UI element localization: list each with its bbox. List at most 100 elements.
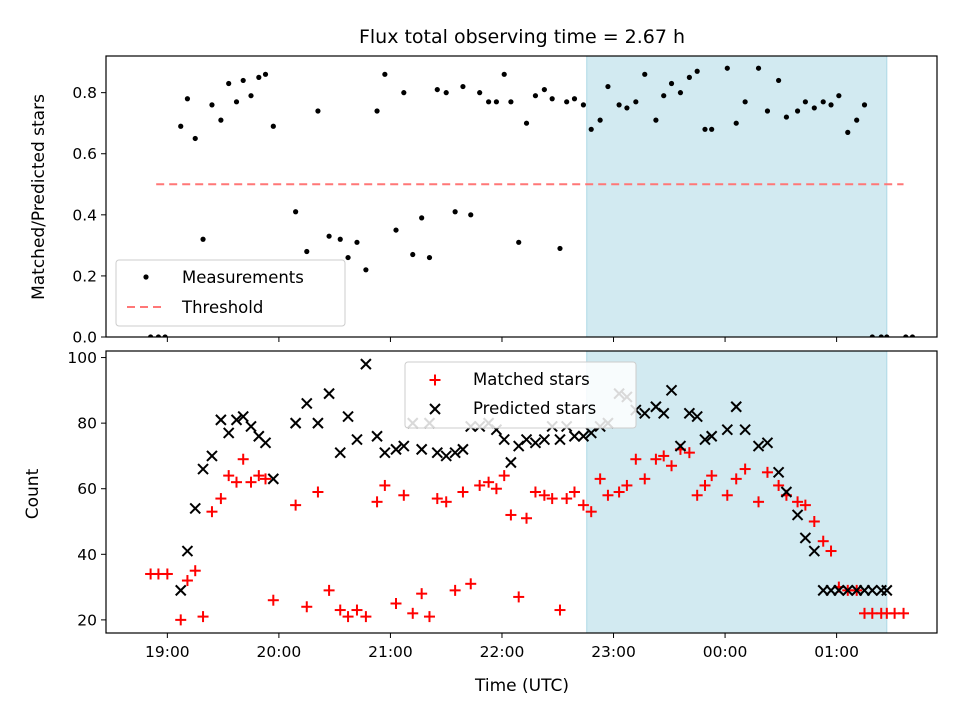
- measurement-point: [501, 71, 507, 77]
- plot-area: [148, 65, 916, 337]
- predicted-point: [379, 446, 391, 459]
- matched-point: [799, 499, 811, 511]
- matched-point: [398, 489, 410, 501]
- predicted-point: [833, 584, 845, 597]
- matched-point: [546, 493, 558, 505]
- measurement-point: [724, 65, 730, 71]
- measurement-point: [549, 96, 555, 102]
- matched-point: [602, 489, 614, 501]
- measurement-point: [854, 117, 860, 123]
- legend-box: [404, 361, 637, 429]
- matched-point: [390, 597, 402, 609]
- measurement-point: [597, 117, 603, 123]
- measurement-point: [668, 80, 675, 87]
- predicted-point: [230, 414, 243, 426]
- measurement-point: [200, 236, 206, 242]
- matched-point: [237, 453, 249, 465]
- matched-point: [538, 489, 550, 501]
- predicted-point: [342, 410, 354, 423]
- predicted-point: [752, 440, 765, 452]
- matched-point: [529, 486, 541, 498]
- matched-point: [474, 479, 486, 491]
- matched-point: [323, 584, 335, 596]
- measurement-point: [382, 71, 388, 77]
- matched-point: [215, 493, 227, 505]
- measurement-point: [869, 334, 875, 337]
- legend-marker-measurements: [143, 274, 149, 280]
- matched-point: [407, 607, 419, 619]
- matched-point: [577, 499, 589, 511]
- measurement-point: [709, 126, 715, 132]
- predicted-point: [639, 407, 651, 420]
- y-tick-label: 40: [77, 546, 97, 564]
- measurement-point: [270, 123, 276, 129]
- matched-point: [498, 470, 510, 482]
- measurement-point: [192, 135, 198, 142]
- predicted-point: [665, 384, 678, 397]
- predicted-point: [842, 584, 854, 597]
- measurement-point: [262, 71, 269, 77]
- matched-point: [449, 584, 461, 596]
- matched-point: [817, 535, 829, 547]
- measurement-point: [248, 93, 254, 99]
- predicted-point: [577, 430, 590, 442]
- matched-point: [483, 476, 495, 488]
- plot-area: [145, 358, 910, 626]
- legend-box: [115, 259, 346, 327]
- predicted-point: [267, 473, 280, 485]
- legend-label-matched: Matched stars: [473, 370, 590, 389]
- measurement-point: [884, 334, 890, 337]
- matched-point: [773, 479, 785, 491]
- highlight-span: [586, 350, 888, 634]
- predicted-point: [440, 450, 452, 462]
- predicted-point: [237, 410, 249, 423]
- predicted-point: [334, 446, 346, 459]
- matched-point: [360, 611, 372, 623]
- predicted-point: [866, 584, 879, 597]
- legend: Measurements Threshold: [115, 259, 346, 327]
- matched-point: [521, 512, 533, 524]
- measurement-point: [845, 129, 851, 135]
- predicted-point: [189, 502, 201, 515]
- matched-point: [639, 473, 651, 485]
- measurement-point: [354, 239, 360, 245]
- predicted-point: [498, 433, 510, 446]
- measurement-point: [828, 102, 834, 108]
- matched-point: [423, 611, 435, 623]
- x-tick-label: 01:00: [814, 643, 859, 661]
- measurement-point: [820, 99, 826, 105]
- measurement-point: [434, 86, 440, 93]
- matched-point: [253, 470, 265, 482]
- predicted-point: [683, 407, 696, 420]
- measurement-point: [401, 90, 407, 96]
- matched-point: [379, 479, 391, 491]
- y-tick-label: 0.4: [72, 206, 97, 224]
- predicted-point: [780, 486, 793, 498]
- measurement-point: [155, 334, 162, 337]
- matched-point: [630, 453, 642, 465]
- measurement-point: [836, 93, 842, 99]
- predicted-point: [289, 417, 302, 429]
- predicted-point: [222, 427, 235, 439]
- measurement-point: [326, 233, 332, 239]
- highlight-span: [586, 55, 888, 338]
- predicted-point: [371, 430, 383, 442]
- measurement-point: [523, 120, 530, 126]
- measurement-point: [909, 334, 916, 337]
- measurement-point: [240, 77, 246, 84]
- measurement-point: [337, 236, 343, 242]
- matched-point: [585, 506, 597, 518]
- predicted-point: [529, 437, 542, 449]
- matched-point: [554, 604, 566, 616]
- predicted-point: [457, 443, 469, 456]
- matched-point: [440, 496, 452, 508]
- measurement-point: [485, 99, 492, 105]
- x-tick-label: 21:00: [368, 643, 413, 661]
- measurement-point: [541, 86, 547, 93]
- predicted-point: [721, 423, 734, 436]
- matched-point: [739, 463, 751, 475]
- x-tick-label: 20:00: [257, 643, 302, 661]
- matched-point: [465, 578, 477, 590]
- matched-point: [161, 568, 173, 580]
